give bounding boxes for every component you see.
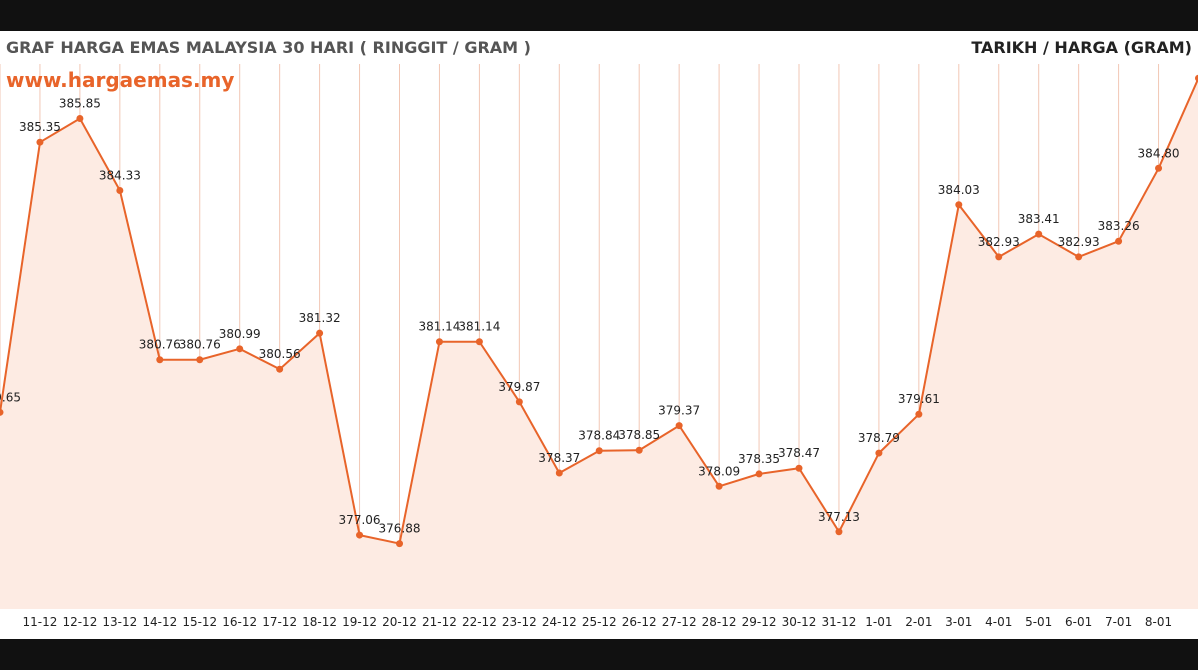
data-label-11-12: 385.35 (19, 120, 61, 134)
data-label-24-12: 378.37 (538, 451, 580, 465)
x-tick-22-12: 22-12 (462, 615, 497, 629)
x-tick-3-01: 3-01 (945, 615, 972, 629)
x-tick-25-12: 25-12 (582, 615, 617, 629)
x-tick-30-12: 30-12 (782, 615, 817, 629)
data-label-10-12: 379.65 (0, 390, 21, 404)
data-labels: 379.65385.35385.85384.33380.76380.76380.… (0, 97, 1180, 536)
chart-title: GRAF HARGA EMAS MALAYSIA 30 HARI ( RINGG… (6, 38, 531, 57)
x-tick-4-01: 4-01 (985, 615, 1012, 629)
data-label-2-01: 379.61 (898, 392, 940, 406)
data-label-14-12: 380.76 (139, 338, 181, 352)
x-tick-23-12: 23-12 (502, 615, 537, 629)
data-point-14-12 (156, 356, 164, 364)
x-tick-27-12: 27-12 (662, 615, 697, 629)
x-tick-15-12: 15-12 (182, 615, 217, 629)
data-label-6-01: 382.93 (1058, 235, 1100, 249)
data-point-18-12 (316, 329, 324, 337)
x-tick-12-12: 12-12 (62, 615, 97, 629)
data-label-31-12: 377.13 (818, 510, 860, 524)
data-point-15-12 (196, 356, 204, 364)
data-label-20-12: 376.88 (379, 522, 421, 536)
data-point-17-12 (276, 365, 284, 373)
data-label-29-12: 378.35 (738, 452, 780, 466)
data-label-7-01: 383.26 (1098, 219, 1140, 233)
data-label-26-12: 378.85 (618, 428, 660, 442)
data-label-19-12: 377.06 (339, 513, 381, 527)
axis-legend-title: TARIKH / HARGA (GRAM) (971, 38, 1192, 57)
data-label-16-12: 380.99 (219, 327, 261, 341)
data-point-3-01 (955, 201, 963, 209)
data-point-31-12 (835, 528, 843, 536)
x-tick-16-12: 16-12 (222, 615, 257, 629)
data-point-19-12 (356, 531, 364, 539)
data-label-15-12: 380.76 (179, 338, 221, 352)
data-point-22-12 (475, 338, 483, 346)
data-label-21-12: 381.14 (418, 320, 460, 334)
x-tick-18-12: 18-12 (302, 615, 337, 629)
data-point-28-12 (715, 482, 723, 490)
data-point-26-12 (635, 446, 643, 454)
x-axis-ticks: 11-12 12-12 13-12 14-12 15-12 16-12 17-12 18-12… (23, 615, 1173, 629)
data-point-25-12 (595, 447, 603, 455)
x-tick-8-01: 8-01 (1145, 615, 1172, 629)
x-tick-11-12: 11-12 (23, 615, 58, 629)
x-tick-19-12: 19-12 (342, 615, 377, 629)
data-point-7-01 (1115, 237, 1123, 245)
data-point-30-12 (795, 464, 803, 472)
data-label-25-12: 378.84 (578, 429, 620, 443)
data-point-20-12 (396, 540, 403, 548)
site-watermark: www.hargaemas.my (6, 68, 235, 92)
x-tick-26-12: 26-12 (622, 615, 657, 629)
data-point-5-01 (1035, 230, 1043, 238)
data-label-28-12: 378.09 (698, 464, 740, 478)
data-point-2-01 (915, 410, 923, 418)
data-label-4-01: 382.93 (978, 235, 1020, 249)
data-label-12-12: 385.85 (59, 97, 101, 111)
data-point-4-01 (995, 253, 1003, 261)
x-tick-1-01: 1-01 (865, 615, 892, 629)
data-point-11-12 (36, 138, 44, 146)
data-label-30-12: 378.47 (778, 446, 820, 460)
data-point-23-12 (515, 398, 523, 406)
x-tick-7-01: 7-01 (1105, 615, 1132, 629)
x-tick-17-12: 17-12 (262, 615, 297, 629)
data-point-29-12 (755, 470, 763, 478)
x-tick-21-12: 21-12 (422, 615, 457, 629)
data-point-13-12 (116, 187, 124, 195)
data-label-22-12: 381.14 (458, 320, 500, 334)
data-point-9-01 (1195, 74, 1198, 82)
data-label-8-01: 384.80 (1138, 146, 1180, 160)
x-tick-31-12: 31-12 (822, 615, 857, 629)
chart-frame: 379.65385.35385.85384.33380.76380.76380.… (0, 31, 1198, 639)
data-point-24-12 (555, 469, 563, 477)
x-tick-13-12: 13-12 (102, 615, 137, 629)
data-label-5-01: 383.41 (1018, 212, 1060, 226)
data-label-27-12: 379.37 (658, 404, 700, 418)
x-tick-28-12: 28-12 (702, 615, 737, 629)
price-chart: 379.65385.35385.85384.33380.76380.76380.… (0, 64, 1198, 629)
data-point-27-12 (675, 422, 683, 430)
data-point-21-12 (435, 338, 443, 346)
data-point-10-12 (0, 408, 4, 416)
data-label-23-12: 379.87 (498, 380, 540, 394)
data-point-8-01 (1155, 164, 1163, 172)
data-points (0, 74, 1198, 548)
x-tick-14-12: 14-12 (142, 615, 177, 629)
x-tick-24-12: 24-12 (542, 615, 577, 629)
x-tick-20-12: 20-12 (382, 615, 417, 629)
data-point-16-12 (236, 345, 244, 353)
data-point-6-01 (1075, 253, 1083, 261)
data-label-18-12: 381.32 (299, 311, 341, 325)
x-tick-6-01: 6-01 (1065, 615, 1092, 629)
data-point-12-12 (76, 115, 84, 122)
data-label-13-12: 384.33 (99, 169, 141, 183)
x-tick-29-12: 29-12 (742, 615, 777, 629)
x-tick-2-01: 2-01 (905, 615, 932, 629)
price-area (0, 79, 1198, 609)
data-label-17-12: 380.56 (259, 347, 301, 361)
x-tick-5-01: 5-01 (1025, 615, 1052, 629)
data-label-1-01: 378.79 (858, 431, 900, 445)
data-point-1-01 (875, 449, 883, 457)
data-label-3-01: 384.03 (938, 183, 980, 197)
